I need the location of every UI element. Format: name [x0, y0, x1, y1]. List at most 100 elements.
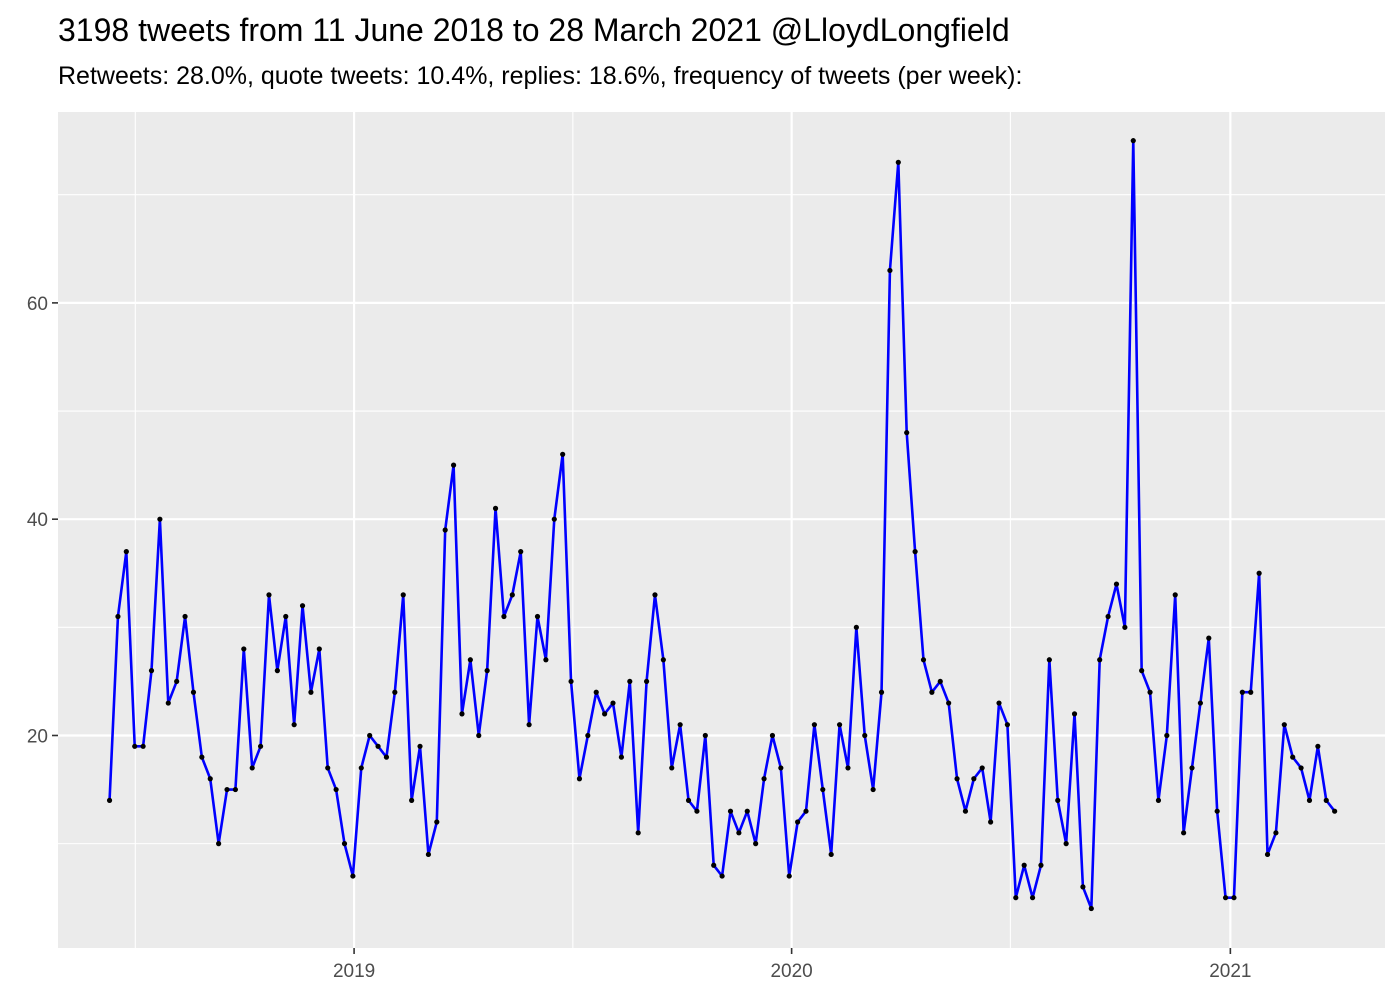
data-point: [157, 516, 163, 522]
data-point: [148, 668, 155, 674]
data-point: [1290, 754, 1296, 760]
data-point: [459, 711, 465, 717]
data-point: [299, 603, 306, 609]
data-point: [1332, 808, 1338, 814]
data-point: [1222, 895, 1229, 901]
data-point: [618, 754, 625, 760]
x-tick-label: 2021: [1209, 961, 1251, 982]
data-point: [543, 657, 549, 663]
data-point: [719, 873, 725, 879]
data-point: [257, 743, 264, 749]
data-point: [778, 765, 784, 771]
data-point: [392, 689, 398, 695]
data-point: [727, 808, 734, 814]
data-point: [769, 732, 776, 739]
data-point: [1046, 657, 1052, 663]
data-point: [635, 830, 641, 836]
data-point: [165, 700, 171, 706]
data-point: [450, 462, 457, 468]
data-point: [1147, 689, 1153, 695]
data-point: [190, 689, 197, 695]
minor-gridlines: [58, 112, 1385, 948]
chart-subtitle: Retweets: 28.0%, quote tweets: 10.4%, re…: [58, 62, 1023, 90]
data-point: [425, 851, 432, 858]
data-point: [174, 678, 180, 685]
data-point: [946, 700, 952, 706]
data-point: [241, 646, 247, 652]
data-point: [1113, 581, 1120, 587]
data-point: [912, 549, 918, 555]
data-point: [400, 592, 406, 598]
data-point: [1298, 765, 1304, 771]
data-point: [509, 592, 515, 598]
data-point: [442, 527, 448, 533]
data-point: [811, 722, 818, 728]
data-point: [106, 797, 113, 803]
data-point: [534, 613, 541, 620]
data-point: [375, 743, 381, 749]
data-point: [325, 765, 331, 771]
data-point: [744, 808, 750, 814]
data-point: [1323, 797, 1329, 803]
data-points: [106, 138, 1338, 912]
data-point: [1063, 841, 1069, 847]
data-point: [1189, 765, 1195, 771]
data-point: [1139, 668, 1145, 674]
data-point: [1181, 830, 1187, 836]
data-point: [962, 808, 969, 814]
y-tick-label: 60: [27, 294, 48, 315]
data-point: [1214, 808, 1220, 814]
data-point: [1029, 895, 1036, 901]
data-point: [115, 613, 121, 620]
data-point: [1155, 797, 1162, 803]
data-point: [224, 786, 230, 793]
data-point: [643, 678, 650, 685]
data-point: [1248, 689, 1254, 695]
data-point: [1264, 851, 1271, 858]
data-point: [887, 267, 893, 274]
data-point: [266, 592, 272, 598]
data-point: [476, 732, 482, 739]
data-point: [383, 754, 390, 760]
data-point: [1197, 700, 1203, 706]
data-point: [409, 797, 415, 803]
data-point: [669, 765, 675, 771]
data-point: [828, 851, 834, 858]
data-point: [501, 613, 507, 620]
data-point: [274, 668, 280, 674]
data-point: [786, 873, 792, 879]
data-point: [484, 668, 490, 674]
data-point: [1071, 711, 1078, 717]
plot-panel: [58, 112, 1385, 948]
data-point: [988, 819, 994, 825]
data-point: [1105, 613, 1111, 620]
data-point: [1281, 722, 1287, 728]
data-point: [652, 592, 658, 598]
data-point: [1130, 138, 1136, 144]
data-point: [627, 678, 633, 685]
data-point: [333, 786, 339, 793]
data-point: [182, 613, 188, 620]
data-point: [308, 689, 314, 695]
data-point: [736, 830, 742, 836]
data-point: [132, 743, 138, 749]
data-point: [1055, 797, 1061, 803]
data-point: [954, 776, 960, 782]
data-point: [878, 689, 885, 695]
data-point: [249, 765, 255, 771]
data-point: [199, 754, 205, 760]
data-point: [568, 678, 574, 685]
data-point: [1172, 592, 1178, 598]
data-point: [937, 678, 943, 685]
data-point: [367, 732, 373, 739]
data-point: [836, 722, 843, 728]
data-point: [1256, 570, 1262, 576]
data-point: [895, 159, 901, 165]
data-point: [1122, 624, 1128, 630]
data-point: [216, 841, 222, 847]
data-point: [979, 765, 985, 771]
x-axis: 2019 2020 2021: [333, 948, 1252, 982]
data-point: [685, 797, 692, 803]
data-point: [518, 549, 524, 555]
